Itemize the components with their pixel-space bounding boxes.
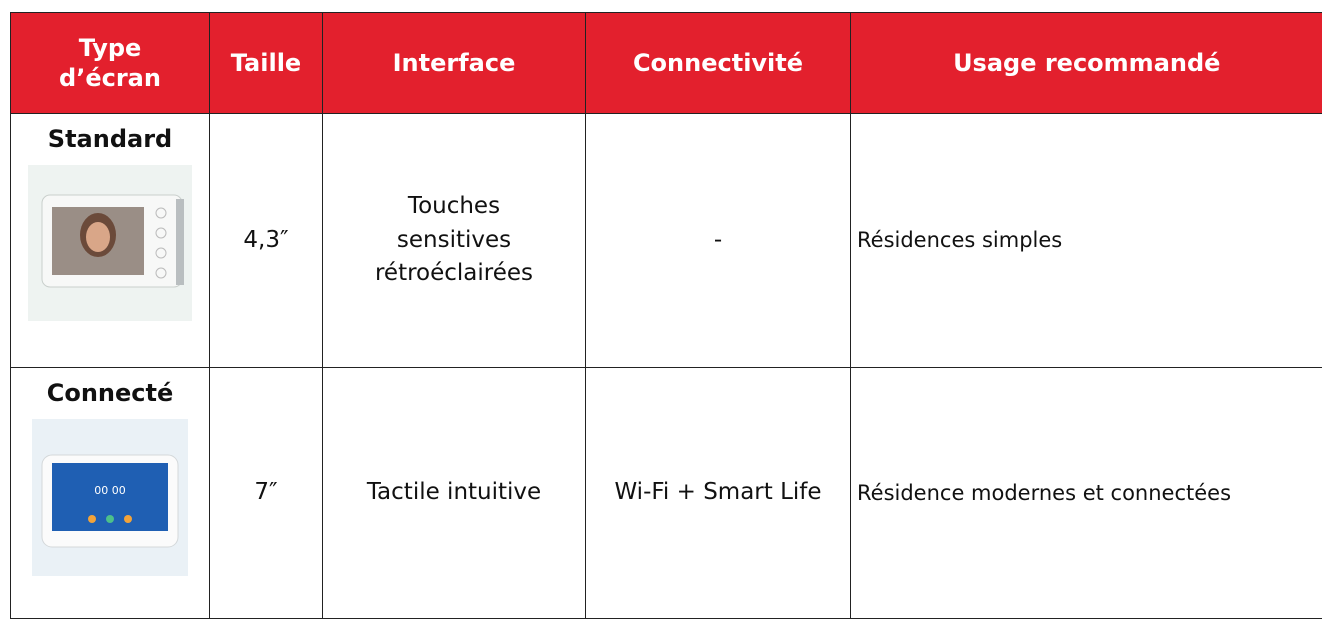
usage-cell: Résidence modernes et connectées: [851, 368, 1322, 619]
comparison-table: Type d’écran Taille Interface Connectivi…: [10, 12, 1322, 619]
usage-cell: Résidences simples: [851, 114, 1322, 368]
header-cell: Connectivité: [586, 13, 851, 114]
connectivity-cell: Wi-Fi + Smart Life: [586, 368, 851, 619]
screen-clock: 00 00: [94, 484, 126, 497]
interface-cell: Touches sensitives rétroéclairées: [323, 114, 586, 368]
header-cell: Interface: [323, 13, 586, 114]
header-row: Type d’écran Taille Interface Connectivi…: [11, 13, 1322, 114]
type-cell: Connecté 00 00: [11, 368, 210, 619]
header-cell: Taille: [210, 13, 323, 114]
interface-cell: Tactile intuitive: [323, 368, 586, 619]
header-cell: Usage recommandé: [851, 13, 1322, 114]
type-name: Connecté: [11, 376, 209, 411]
type-name: Standard: [11, 122, 209, 157]
table-row: Connecté 00 00 7″ Tactile intuitive Wi-F…: [11, 368, 1322, 619]
size-cell: 4,3″: [210, 114, 323, 368]
header-text: Type d’écran: [50, 33, 170, 93]
type-cell: Standard: [11, 114, 210, 368]
interface-text: Touches sensitives rétroéclairées: [364, 190, 544, 290]
table-row: Standard 4,3″ Touches sensitives rétroéc…: [11, 114, 1322, 368]
device-image: [28, 165, 192, 321]
device-image: 00 00: [32, 419, 188, 576]
header-cell: Type d’écran: [11, 13, 210, 114]
connectivity-cell: -: [586, 114, 851, 368]
size-cell: 7″: [210, 368, 323, 619]
